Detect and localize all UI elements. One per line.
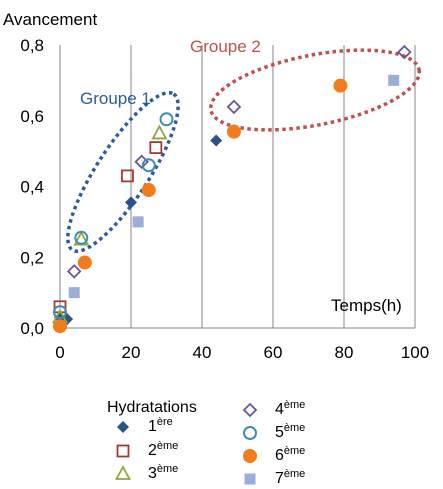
legend-label: 3ème (148, 463, 178, 482)
data-point (242, 402, 258, 418)
data-point (226, 124, 241, 139)
x-tick-label: 20 (122, 343, 141, 362)
data-point (53, 319, 67, 334)
x-tick-label: 0 (55, 343, 64, 362)
data-point (116, 444, 130, 458)
y-tick-labels: 0,0 0,2 0,4 0,6 0,8 (20, 36, 44, 338)
x-tick-label: 100 (401, 343, 429, 362)
data-point (53, 305, 67, 320)
y-tick-label: 0,6 (20, 107, 44, 126)
data-point (134, 154, 149, 170)
legend-entry: 4ème (242, 399, 305, 418)
data-point (243, 426, 257, 440)
legend: Hydratations 1ère 2ème 3ème 4ème 5ème 6ème 7èm… (107, 399, 305, 487)
data-point (77, 255, 92, 270)
legend-label: 2ème (148, 440, 178, 459)
y-tick-label: 0,2 (20, 248, 44, 267)
data-point (244, 473, 256, 485)
x-axis-title: Temps(h) (331, 296, 402, 315)
data-point (159, 112, 174, 127)
legend-entry: 2ème (116, 440, 178, 459)
data-point (226, 99, 242, 115)
legend-entry: 6ème (243, 445, 305, 464)
data-point (74, 230, 89, 245)
y-tick-label: 0,8 (20, 36, 44, 55)
data-point (151, 124, 168, 140)
data-point (114, 465, 132, 480)
data-point (149, 141, 163, 154)
data-point (132, 216, 144, 228)
legend-label: 5ème (275, 422, 305, 441)
data-point (210, 134, 223, 147)
legend-entry: 1ère (117, 416, 173, 435)
data-point (66, 264, 82, 279)
axes (59, 45, 415, 329)
y-tick-label: 0,0 (20, 319, 44, 338)
legend-label: 6ème (275, 445, 305, 464)
legend-label: 1ère (148, 416, 173, 435)
group-2-ellipse (208, 48, 422, 132)
data-point (333, 78, 348, 93)
data-point (141, 183, 156, 198)
x-tick-label: 40 (193, 343, 212, 362)
legend-entry: 7ème (244, 468, 305, 487)
data-point (121, 169, 134, 183)
y-axis-title: Avancement (3, 10, 97, 29)
group-1-label: Groupe 1 (80, 89, 151, 108)
x-tick-label: 60 (264, 343, 283, 362)
legend-entry: 5ème (243, 422, 305, 441)
legend-title: Hydratations (107, 399, 197, 416)
data-point (68, 287, 80, 299)
legend-label: 4ème (275, 399, 305, 418)
data-points (51, 44, 412, 334)
legend-label: 7ème (275, 468, 305, 487)
data-point (397, 44, 412, 60)
legend-entry: 3ème (114, 463, 178, 482)
data-point (125, 196, 137, 209)
vertical-gridlines (130, 45, 416, 328)
x-tick-label: 80 (335, 343, 354, 362)
data-point (243, 449, 257, 463)
y-tick-label: 0,4 (20, 178, 44, 197)
data-point (141, 158, 156, 173)
data-point (117, 421, 129, 433)
group-2-label: Groupe 2 (190, 37, 261, 56)
data-point (388, 74, 400, 86)
x-tick-labels: 0 20 40 60 80 100 (55, 343, 429, 362)
